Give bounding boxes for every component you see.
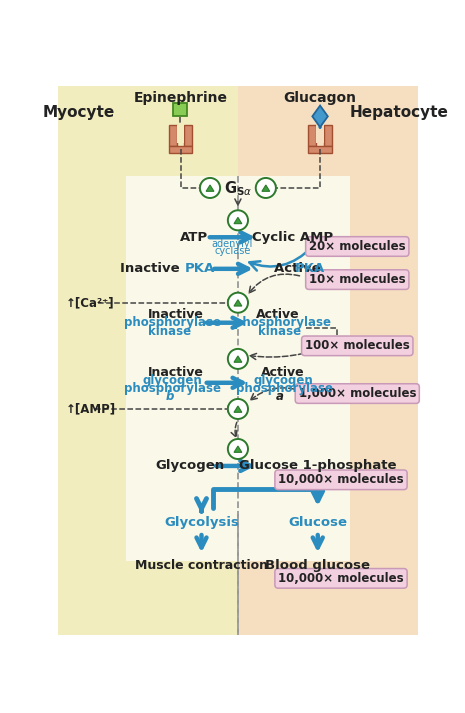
Polygon shape [206,185,214,191]
Text: ↑[AMP]: ↑[AMP] [66,402,116,416]
Text: phosphorylase: phosphorylase [234,317,332,329]
Bar [58,86,238,635]
Circle shape [228,210,248,230]
Text: Glucose: Glucose [288,516,347,530]
Text: Epinephrine: Epinephrine [133,91,227,105]
Text: PKA: PKA [185,262,215,275]
Text: Inactive: Inactive [148,308,204,321]
Text: Active: Active [256,308,300,321]
Text: 1,000× molecules: 1,000× molecules [299,387,416,400]
Text: glycogen: glycogen [253,374,313,387]
Polygon shape [234,446,242,452]
Bar [238,86,418,635]
Text: Glucagon: Glucagon [284,91,357,105]
Polygon shape [312,106,328,127]
Bar [173,103,187,116]
Text: phosphorylase: phosphorylase [124,382,221,396]
Text: ↑[Ca²⁺]: ↑[Ca²⁺] [66,296,114,309]
Bar [126,176,350,561]
Bar [316,125,324,143]
Text: Inactive: Inactive [148,366,204,379]
Bar [185,125,192,146]
Text: Active: Active [261,366,305,379]
Text: Glycolysis: Glycolysis [164,516,239,530]
Text: phosphorylase: phosphorylase [124,317,221,329]
Text: Blood glucose: Blood glucose [265,559,370,572]
Text: adenylyl: adenylyl [212,239,253,249]
Text: Glucose 1-phosphate: Glucose 1-phosphate [239,459,397,473]
Polygon shape [234,406,242,412]
Text: Inactive: Inactive [120,262,185,275]
Text: G$_{\mathregular{S}\alpha}$: G$_{\mathregular{S}\alpha}$ [224,180,252,198]
Circle shape [228,439,248,459]
Text: cyclase: cyclase [214,246,251,256]
Text: PKA: PKA [294,262,325,275]
Text: 10,000× molecules: 10,000× molecules [278,572,404,585]
Polygon shape [234,299,242,306]
Text: 10,000× molecules: 10,000× molecules [278,473,404,486]
Bar [169,125,177,146]
Bar [308,146,332,153]
Text: 20× molecules: 20× molecules [309,240,405,253]
Text: 100× molecules: 100× molecules [305,339,410,352]
Polygon shape [234,356,242,362]
Bar [308,125,316,146]
Bar [169,146,192,153]
Text: Hepatocyte: Hepatocyte [350,105,449,120]
Polygon shape [262,185,270,191]
Text: ​​b: ​​b [166,390,174,403]
Text: glycogen: glycogen [143,374,203,387]
Circle shape [200,178,220,198]
Bar [324,125,332,146]
Text: phosphorylase: phosphorylase [236,382,333,396]
Text: Glycogen: Glycogen [155,459,225,473]
Text: a: a [276,390,284,403]
Polygon shape [234,217,242,224]
Bar [177,125,185,143]
Circle shape [256,178,276,198]
Circle shape [228,399,248,419]
Text: kinase: kinase [258,324,301,338]
Circle shape [228,349,248,369]
Text: Muscle contraction: Muscle contraction [135,559,268,572]
Text: Myocyte: Myocyte [42,105,114,120]
Text: Active: Active [273,262,325,275]
Circle shape [228,293,248,313]
Text: Cyclic AMP: Cyclic AMP [252,231,333,244]
Text: 10× molecules: 10× molecules [309,273,405,286]
Text: ATP: ATP [179,231,208,244]
Text: kinase: kinase [148,324,191,338]
